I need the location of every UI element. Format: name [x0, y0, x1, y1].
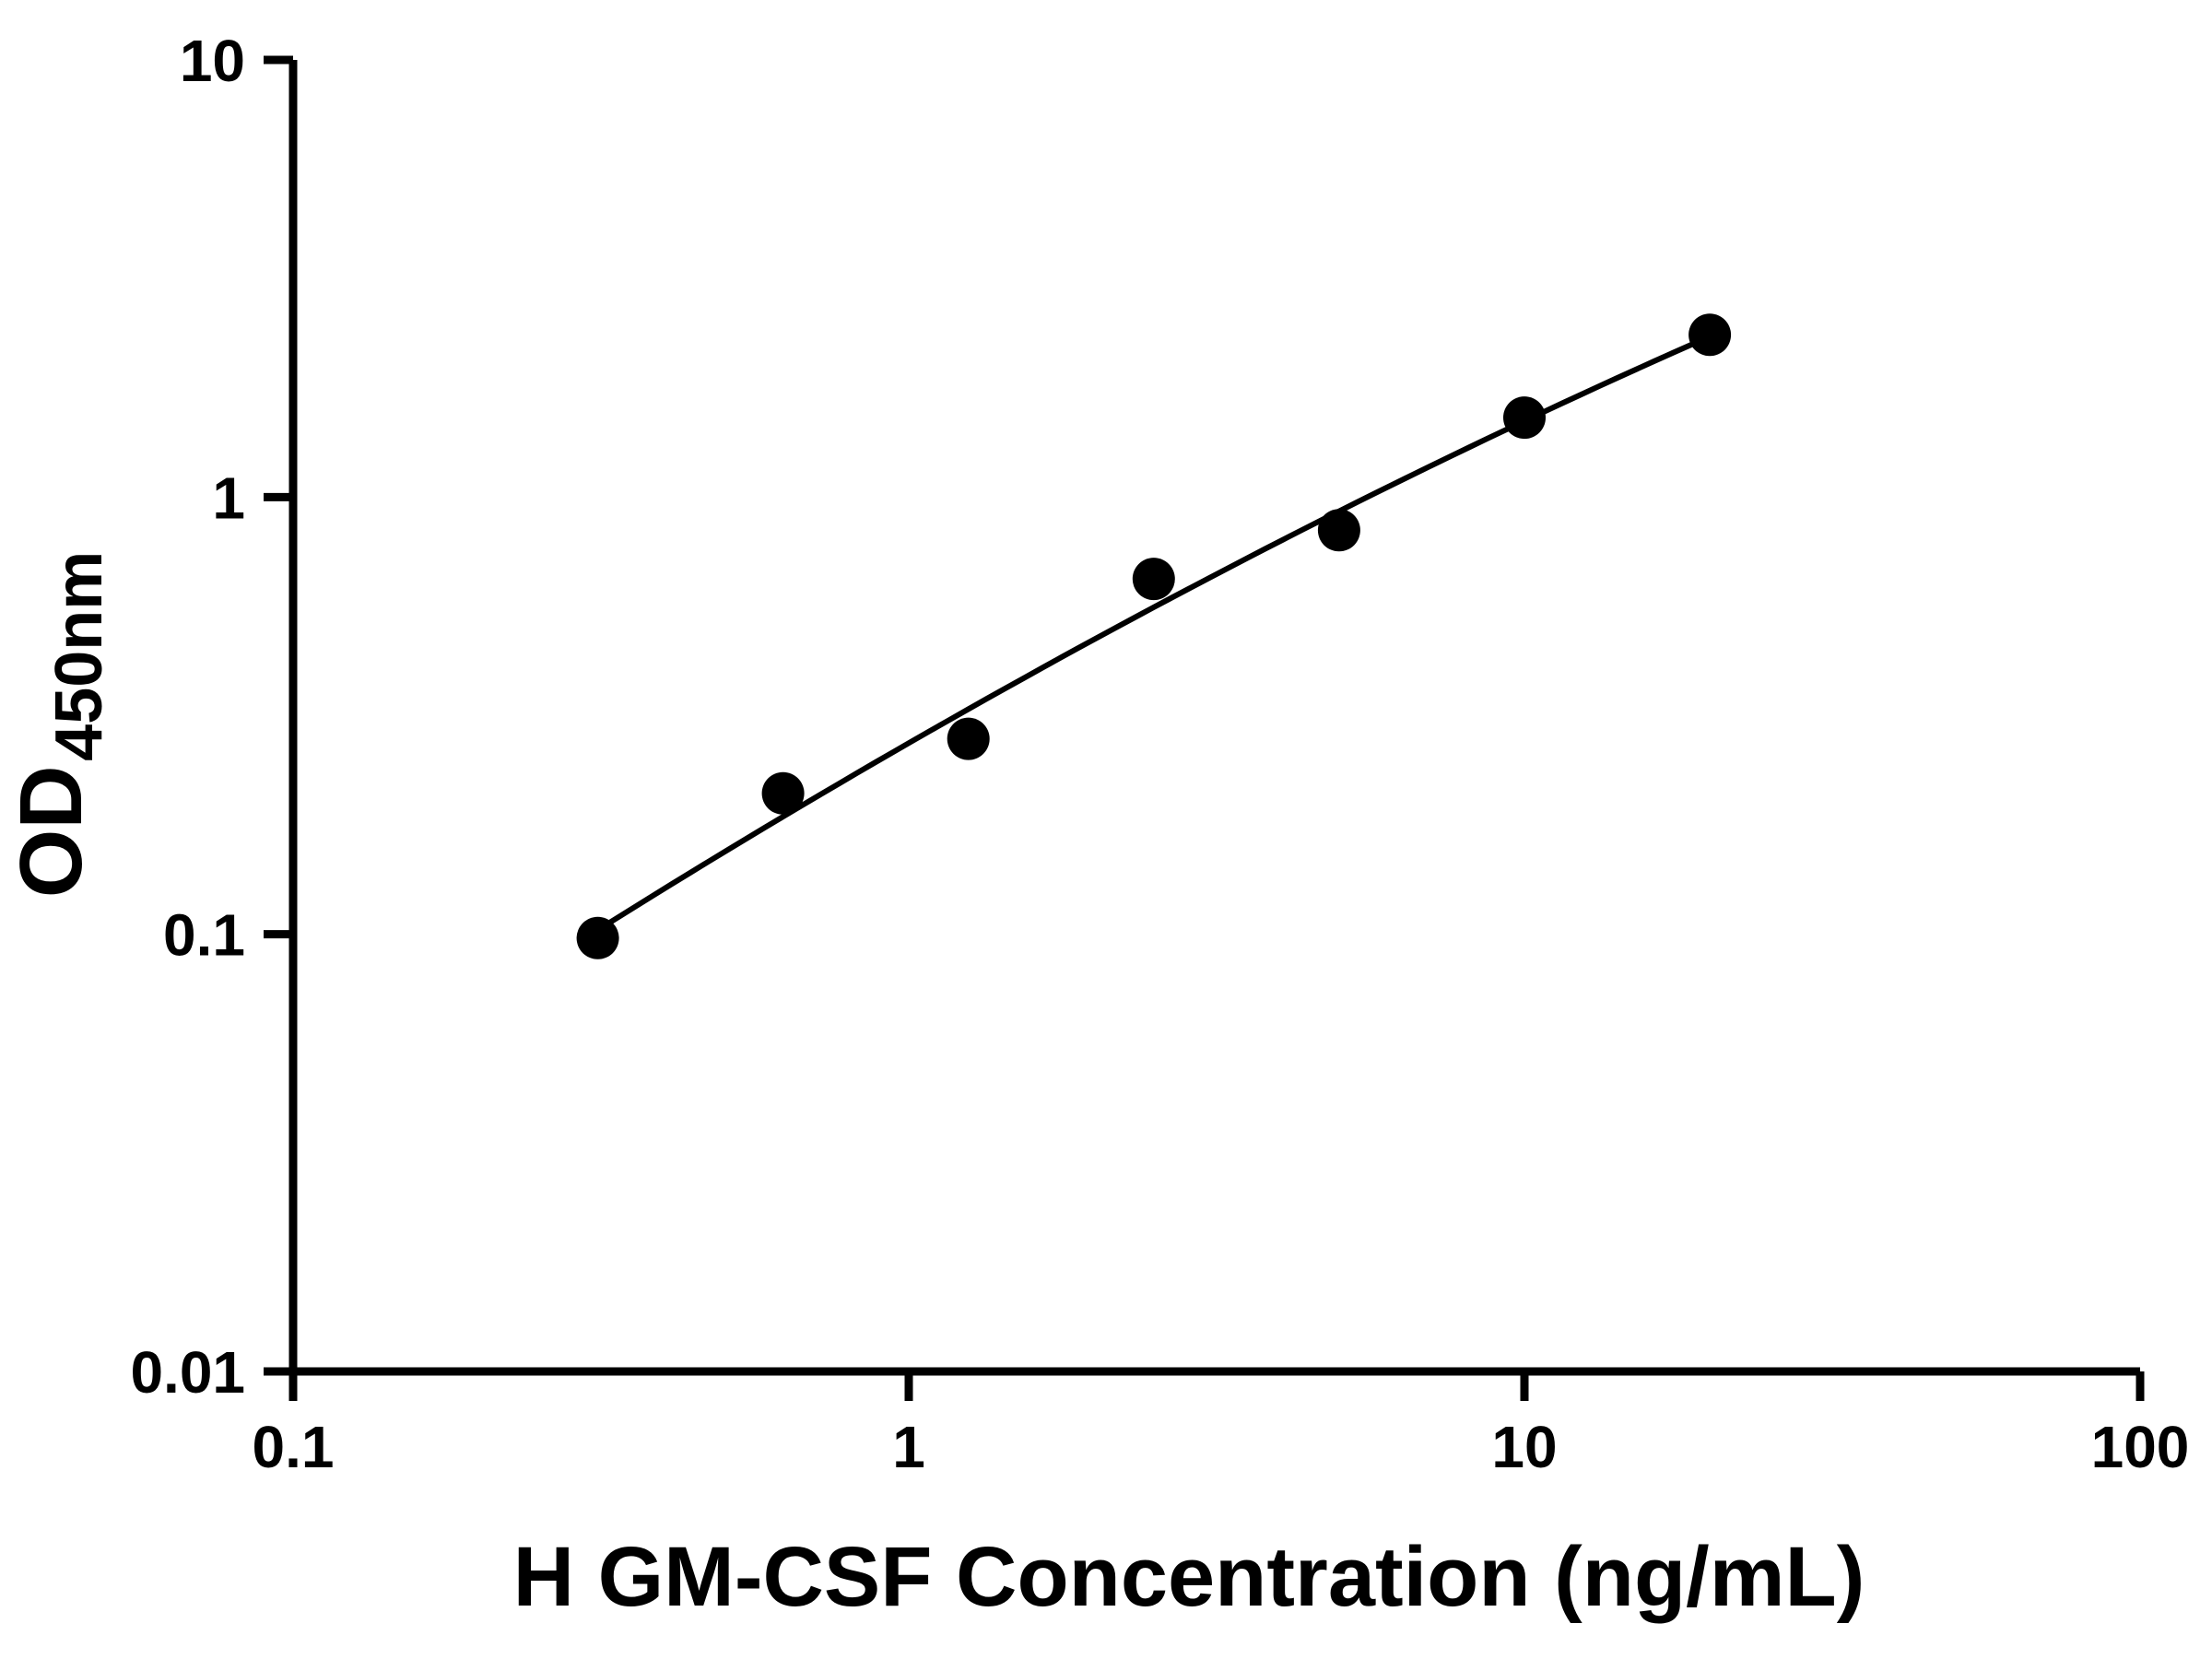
y-axis-label-subscript: 450nm [42, 551, 116, 761]
x-tick-label: 10 [1491, 1414, 1557, 1480]
data-point [1688, 313, 1732, 357]
y-tick-label: 10 [180, 28, 245, 94]
data-point [1503, 396, 1546, 440]
data-point [1317, 509, 1360, 552]
x-axis-label: H GM-CSF Concentration (ng/mL) [513, 1530, 1865, 1624]
y-axis-label-main: OD [2, 765, 100, 898]
y-tick-label: 1 [212, 465, 245, 531]
y-axis-label: OD 450nm [2, 551, 116, 899]
y-tick-label: 0.01 [130, 1339, 245, 1406]
x-tick-label: 100 [2091, 1414, 2190, 1480]
axes-spine [288, 60, 2140, 1376]
data-point [576, 916, 619, 959]
data-point [1132, 558, 1175, 601]
data-point [761, 771, 805, 815]
data-point [947, 717, 990, 760]
x-tick-label: 0.1 [253, 1414, 335, 1480]
x-tick-label: 1 [892, 1414, 925, 1480]
y-tick-label: 0.1 [163, 902, 245, 969]
